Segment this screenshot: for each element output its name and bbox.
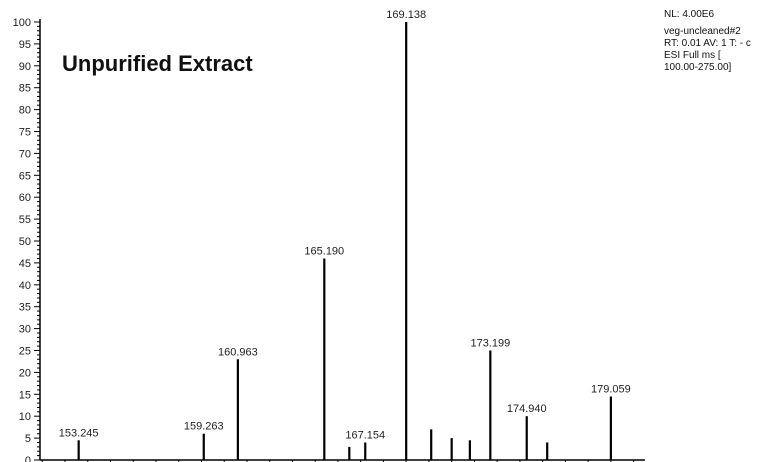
chart-title: Unpurified Extract xyxy=(62,51,253,76)
y-tick-label: 15 xyxy=(19,389,31,401)
info-line-1: NL: 4.00E6 xyxy=(664,9,714,20)
y-tick-label: 70 xyxy=(19,148,31,160)
peak-label: 160.963 xyxy=(218,346,258,358)
peak-label: 153.245 xyxy=(59,427,99,439)
peak-label: 174.940 xyxy=(507,403,547,415)
peak-label: 169.138 xyxy=(386,9,426,21)
y-tick-label: 45 xyxy=(19,258,31,270)
y-tick-label: 95 xyxy=(19,39,31,51)
y-tick-label: 65 xyxy=(19,170,31,182)
info-line-5: 100.00-275.00] xyxy=(664,62,732,73)
y-tick-label: 75 xyxy=(19,127,31,139)
y-tick-label: 90 xyxy=(19,61,31,73)
info-line-3: RT: 0.01 AV: 1 T: - c xyxy=(664,38,751,49)
y-tick-label: 25 xyxy=(19,346,31,358)
peak-label: 167.154 xyxy=(345,429,385,441)
y-tick-label: 35 xyxy=(19,302,31,314)
peak-label: 179.059 xyxy=(591,383,631,395)
y-tick-label: 80 xyxy=(19,105,31,117)
axes: 0 5 10 15 20 25 30 35 40 45 50 55 60 65 70 75 80 85 90 95 10… xyxy=(13,17,645,462)
info-block: NL: 4.00E6 veg-uncleaned#2 RT: 0.01 AV: … xyxy=(664,9,751,73)
peaks: 153.245 159.263 160.963 165.190 167.154 169.1… xyxy=(59,9,631,460)
peak-label: 159.263 xyxy=(184,421,224,433)
y-tick-label: 85 xyxy=(19,83,31,95)
y-tick-label: 100 xyxy=(13,17,31,29)
y-tick-label: 5 xyxy=(25,433,31,445)
info-line-4: ESI Full ms [ xyxy=(664,50,721,61)
y-tick-label: 55 xyxy=(19,214,31,226)
y-tick-label: 20 xyxy=(19,367,31,379)
y-tick-label: 50 xyxy=(19,236,31,248)
y-tick-label: 0 xyxy=(25,455,31,462)
info-line-2: veg-uncleaned#2 xyxy=(664,26,741,37)
peak-label: 165.190 xyxy=(304,246,344,258)
y-tick-label: 40 xyxy=(19,280,31,292)
y-tick-label: 10 xyxy=(19,411,31,423)
y-tick-label: 60 xyxy=(19,192,31,204)
y-tick-label: 30 xyxy=(19,324,31,336)
peak-label: 173.199 xyxy=(470,338,510,350)
